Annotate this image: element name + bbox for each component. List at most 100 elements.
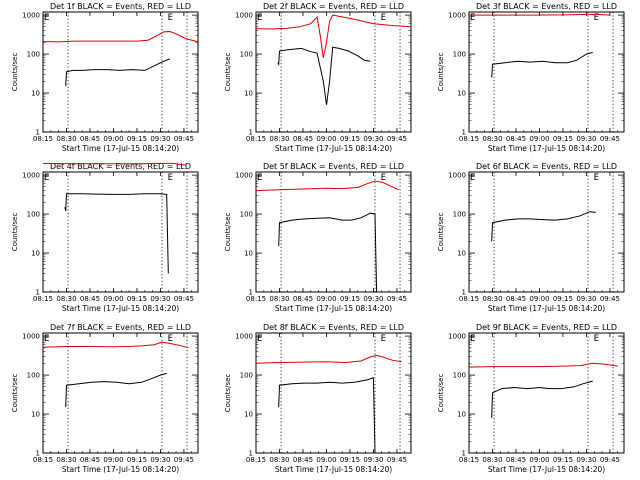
panel-title: Det 1f BLACK = Events, RED = LLD: [50, 2, 191, 11]
y-tick-label: 10: [244, 411, 253, 419]
x-tick-label: 09:15: [340, 456, 360, 464]
y-axis-label: Counts/sec: [437, 374, 445, 413]
x-tick-label: 09:00: [316, 295, 336, 303]
lld-series-line: [255, 180, 399, 192]
x-tick-label: 08:45: [506, 135, 526, 143]
event-flag-label: E: [168, 173, 173, 183]
x-tick-label: 08:45: [80, 456, 100, 464]
x-tick-label: 09:15: [127, 135, 147, 143]
lld-series-line: [42, 162, 186, 166]
y-tick-label: 10: [31, 90, 40, 98]
x-tick-label: 09:45: [600, 295, 620, 303]
x-axis-label: Start Time (17-Jul-15 08:14:20): [62, 465, 179, 474]
event-flag-label: E: [594, 334, 599, 344]
y-tick-label: 100: [240, 51, 253, 59]
y-axis-label: Counts/sec: [224, 374, 232, 413]
x-tick-label: 09:45: [174, 295, 194, 303]
x-tick-label: 09:30: [576, 456, 596, 464]
x-tick-label: 09:00: [529, 456, 549, 464]
x-tick-label: 08:15: [246, 295, 266, 303]
x-tick-label: 08:30: [482, 135, 502, 143]
event-flag-label: E: [470, 13, 475, 23]
x-axis-label: Start Time (17-Jul-15 08:14:20): [275, 144, 392, 153]
event-flag-label: E: [594, 13, 599, 23]
x-tick-label: 08:15: [459, 295, 479, 303]
event-flag-label: E: [594, 173, 599, 183]
x-tick-label: 09:15: [340, 295, 360, 303]
y-tick-label: 10: [457, 250, 466, 258]
y-tick-label: 100: [240, 211, 253, 219]
event-flag-label: E: [257, 173, 262, 183]
x-tick-label: 09:45: [174, 135, 194, 143]
plot-frame: [255, 332, 412, 454]
panel-title: Det 7f BLACK = Events, RED = LLD: [50, 323, 191, 332]
y-tick-label: 1: [462, 450, 466, 458]
x-tick-label: 08:15: [33, 456, 53, 464]
y-axis-label: Counts/sec: [11, 53, 19, 92]
y-axis-label: Counts/sec: [437, 213, 445, 252]
plot-frame: [42, 11, 199, 133]
x-tick-label: 08:15: [246, 456, 266, 464]
event-flag-label: E: [257, 334, 262, 344]
event-flag-label: E: [168, 13, 173, 23]
y-tick-label: 10: [244, 250, 253, 258]
y-tick-label: 1: [462, 129, 466, 137]
y-tick-label: 100: [240, 372, 253, 380]
event-flag-label: E: [381, 13, 386, 23]
event-flag-label: E: [470, 334, 475, 344]
x-tick-label: 09:45: [600, 456, 620, 464]
x-tick-label: 09:45: [387, 295, 407, 303]
y-tick-label: 1: [249, 450, 253, 458]
x-tick-label: 09:30: [363, 135, 383, 143]
y-tick-label: 1000: [22, 172, 40, 180]
x-tick-label: 08:45: [293, 456, 313, 464]
x-tick-label: 09:30: [576, 295, 596, 303]
lld-series-line: [42, 341, 189, 349]
panel-title: Det 2f BLACK = Events, RED = LLD: [263, 2, 404, 11]
y-tick-label: 1000: [22, 12, 40, 20]
y-axis-label: Counts/sec: [11, 213, 19, 252]
x-tick-label: 08:45: [506, 295, 526, 303]
panel-title: Det 4f BLACK = Events, RED = LLD: [50, 162, 191, 171]
x-tick-label: 09:30: [576, 135, 596, 143]
event-flag-label: E: [44, 173, 49, 183]
y-tick-label: 10: [457, 90, 466, 98]
x-tick-label: 09:15: [127, 456, 147, 464]
events-series-line: [491, 51, 593, 78]
y-tick-label: 1000: [22, 333, 40, 341]
panel-title: Det 5f BLACK = Events, RED = LLD: [263, 162, 404, 171]
plot-frame: [42, 332, 199, 454]
x-tick-label: 08:30: [56, 295, 76, 303]
y-axis-label: Counts/sec: [224, 213, 232, 252]
y-axis-label: Counts/sec: [224, 53, 232, 92]
x-axis-label: Start Time (17-Jul-15 08:14:20): [488, 465, 605, 474]
event-flag-label: E: [44, 334, 49, 344]
panel-title: Det 3f BLACK = Events, RED = LLD: [476, 2, 617, 11]
x-tick-label: 09:00: [529, 295, 549, 303]
x-tick-label: 09:15: [127, 295, 147, 303]
x-tick-label: 08:30: [269, 135, 289, 143]
x-axis-label: Start Time (17-Jul-15 08:14:20): [62, 304, 179, 313]
x-tick-label: 08:45: [293, 295, 313, 303]
y-tick-label: 10: [244, 90, 253, 98]
x-tick-label: 09:45: [600, 135, 620, 143]
y-axis-label: Counts/sec: [11, 374, 19, 413]
y-tick-label: 1: [36, 129, 40, 137]
x-tick-label: 09:15: [553, 135, 573, 143]
y-tick-label: 1: [462, 289, 466, 297]
panel-title: Det 8f BLACK = Events, RED = LLD: [263, 323, 404, 332]
x-tick-label: 09:15: [553, 456, 573, 464]
x-tick-label: 08:15: [459, 135, 479, 143]
lld-series-line: [255, 354, 402, 364]
x-tick-label: 08:15: [246, 135, 266, 143]
events-series-line: [278, 377, 376, 454]
x-tick-label: 08:30: [482, 295, 502, 303]
event-flag-label: E: [381, 173, 386, 183]
event-flag-label: E: [257, 13, 262, 23]
x-tick-label: 08:45: [80, 135, 100, 143]
